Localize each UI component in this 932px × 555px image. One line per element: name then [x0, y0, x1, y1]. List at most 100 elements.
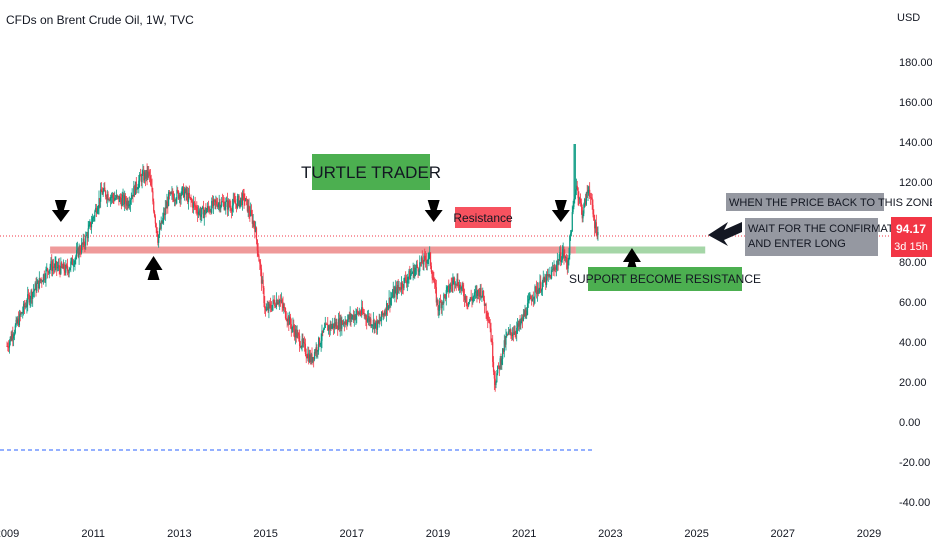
candle-body	[19, 313, 21, 316]
candle-body	[284, 308, 287, 319]
candle-body	[411, 273, 413, 274]
candle-body	[589, 189, 591, 198]
candle-body	[208, 208, 210, 212]
candle-body	[341, 320, 343, 329]
candle-body	[312, 357, 314, 362]
candle-body	[565, 256, 567, 258]
candle-body	[161, 220, 163, 223]
candle-body	[184, 188, 186, 192]
arrow-down-icon[interactable]	[424, 200, 443, 222]
candle-body	[442, 302, 444, 304]
candle-body	[301, 338, 303, 347]
candle-body	[273, 299, 275, 302]
x-tick-label: 2027	[771, 528, 795, 540]
candle-body	[24, 305, 26, 308]
candle-body	[130, 198, 132, 200]
support-zone[interactable]	[575, 246, 706, 254]
candle-body	[93, 216, 95, 218]
arrow-down-icon[interactable]	[551, 200, 570, 222]
candle-body	[22, 311, 24, 314]
y-axis: 180.00160.00140.00120.00100.0080.0060.00…	[899, 57, 932, 509]
candle-body	[509, 329, 511, 332]
candle-body	[450, 284, 452, 286]
candle-body	[304, 343, 306, 355]
candle-body	[169, 192, 171, 195]
candle-body	[486, 312, 488, 316]
candle-body	[436, 299, 438, 303]
candle-body	[306, 356, 308, 358]
x-tick-label: 2011	[81, 528, 105, 540]
candle-body	[26, 304, 28, 307]
support-text: SUPPORT BECOME RESISTANCE	[569, 272, 761, 286]
candle-body	[565, 256, 568, 263]
candle-body	[41, 279, 43, 282]
candle-body	[270, 308, 273, 311]
candle-body	[172, 192, 174, 197]
arrow-up-icon[interactable]	[622, 248, 641, 272]
candle-body	[124, 196, 126, 205]
candle-body	[37, 280, 40, 289]
turtle-trader-label[interactable]: TURTLE TRADER	[301, 154, 441, 190]
candle-body	[399, 287, 401, 290]
turtle-trader-text: TURTLE TRADER	[301, 163, 441, 182]
candle-body	[479, 287, 481, 297]
candle-body	[259, 261, 261, 264]
support-label[interactable]: SUPPORT BECOME RESISTANCE	[569, 267, 761, 291]
plot-area[interactable]	[0, 0, 932, 520]
note-enter-long-text-1: WAIT FOR THE CONFIRMATION	[748, 223, 913, 235]
candle-body	[267, 306, 269, 311]
candle-body	[117, 195, 119, 197]
candle-body	[461, 284, 463, 288]
candle-body	[50, 261, 52, 267]
candle-body	[429, 252, 432, 266]
candle-body	[371, 325, 374, 326]
candle-body	[451, 284, 453, 286]
candle-body	[360, 313, 362, 315]
candle-body	[191, 200, 193, 202]
candle-body	[105, 191, 107, 197]
candle-body	[393, 289, 395, 298]
candle-body	[510, 329, 512, 333]
candle-body	[228, 201, 230, 206]
candle-body	[381, 311, 383, 320]
candle-body	[18, 313, 21, 326]
candle-body	[407, 277, 409, 280]
candle-body	[88, 224, 90, 229]
candle-body	[335, 322, 337, 327]
candle-body	[274, 305, 277, 307]
candle-body	[221, 201, 224, 203]
candle-body	[506, 333, 508, 337]
arrow-up-icon[interactable]	[144, 256, 163, 280]
x-tick-label: 2013	[167, 528, 191, 540]
candle-body	[473, 296, 475, 298]
candle-body	[105, 196, 108, 200]
note-back-to-zone[interactable]: WHEN THE PRICE BACK TO THIS ZONE	[726, 193, 932, 211]
arrow-down-icon[interactable]	[51, 200, 70, 222]
candle-body	[162, 217, 164, 223]
candle-body	[431, 272, 433, 279]
candle-body	[560, 260, 563, 263]
candle-body	[21, 312, 23, 314]
candle-body	[143, 172, 146, 181]
candle-body	[71, 258, 73, 262]
candle-body	[418, 271, 420, 273]
note-enter-long[interactable]: WAIT FOR THE CONFIRMATION AND ENTER LONG	[745, 218, 913, 256]
candle-body	[521, 317, 523, 322]
candle-body	[94, 211, 96, 217]
candle-body	[368, 316, 370, 322]
candle-body	[81, 243, 84, 245]
candle-body	[396, 285, 398, 296]
candle-body	[524, 310, 526, 317]
candle-body	[531, 298, 533, 302]
candle-body	[287, 316, 289, 322]
candle-body	[596, 234, 598, 236]
candle-body	[172, 196, 175, 201]
time-axis-bg[interactable]	[0, 520, 932, 550]
candle-body	[280, 300, 282, 302]
candle-body	[100, 189, 103, 193]
candle-body	[112, 194, 114, 198]
resistance-zone[interactable]	[50, 246, 576, 254]
resistance-label[interactable]: Resistance	[453, 207, 513, 228]
candle-body	[476, 291, 478, 296]
